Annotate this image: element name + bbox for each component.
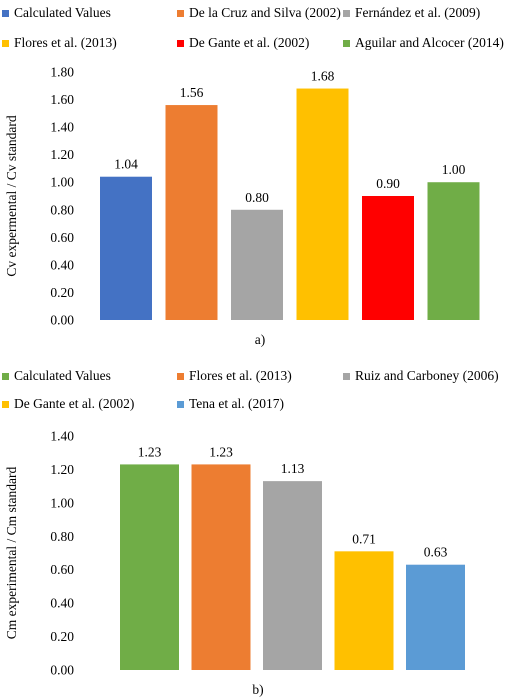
bar bbox=[427, 182, 480, 320]
y-tick-label: 1.20 bbox=[50, 147, 74, 162]
legend-swatch bbox=[177, 372, 184, 380]
legend-item: Tena et al. (2017) bbox=[177, 396, 284, 412]
bar bbox=[120, 464, 179, 670]
y-tick-label: 0.60 bbox=[50, 230, 74, 245]
y-tick-label: 0.60 bbox=[50, 562, 74, 577]
legend-item: Ruiz and Carboney (2006) bbox=[343, 368, 499, 384]
y-tick-label: 1.60 bbox=[50, 92, 74, 107]
legend-swatch bbox=[343, 9, 350, 17]
legend-swatch bbox=[177, 39, 184, 47]
data-label: 1.00 bbox=[442, 162, 466, 177]
legend-swatch bbox=[177, 9, 184, 17]
bar bbox=[263, 481, 322, 670]
bar bbox=[406, 564, 465, 670]
panel-label-b: b) bbox=[252, 682, 264, 697]
legend-item: De Gante et al. (2002) bbox=[2, 396, 134, 412]
legend-label: Flores et al. (2013) bbox=[14, 35, 117, 50]
data-label: 0.80 bbox=[245, 190, 269, 205]
legend-swatch bbox=[2, 39, 9, 47]
legend-label: Flores et al. (2013) bbox=[189, 368, 292, 383]
legend-swatch bbox=[343, 372, 350, 380]
y-tick-label: 0.00 bbox=[50, 663, 74, 678]
bar bbox=[231, 209, 283, 320]
bar bbox=[191, 464, 251, 670]
legend-item: De Gante et al. (2002) bbox=[177, 35, 309, 51]
legend-label: Calculated Values bbox=[14, 5, 111, 20]
bar bbox=[100, 176, 152, 320]
y-tick-label: 1.20 bbox=[50, 462, 74, 477]
bar bbox=[334, 551, 394, 670]
legend-label: De Gante et al. (2002) bbox=[189, 35, 310, 50]
legend-swatch bbox=[2, 372, 9, 380]
legend-swatch bbox=[2, 400, 9, 408]
legend-label: Ruiz and Carboney (2006) bbox=[355, 368, 499, 383]
legend-label: Calculated Values bbox=[14, 368, 111, 383]
data-label: 1.68 bbox=[311, 69, 335, 84]
legend-label: Tena et al. (2017) bbox=[189, 396, 285, 411]
legend-swatch bbox=[343, 39, 350, 47]
y-tick-label: 0.40 bbox=[50, 596, 74, 611]
legend-swatch bbox=[177, 400, 184, 408]
data-label: 1.23 bbox=[209, 444, 233, 459]
legend-label: Fernández et al. (2009) bbox=[355, 5, 481, 20]
legend-swatch bbox=[2, 9, 9, 17]
data-label: 1.13 bbox=[281, 461, 305, 476]
y-axis-title: Cv expermental / Cv standard bbox=[4, 115, 19, 276]
bar bbox=[296, 88, 349, 321]
legend-item: Fernández et al. (2009) bbox=[343, 5, 480, 21]
data-label: 0.71 bbox=[352, 531, 376, 546]
chart-a: Calculated Values De la Cruz and Silva (2… bbox=[2, 5, 504, 347]
legend-item: Aguilar and Alcocer (2014) bbox=[343, 35, 504, 51]
bar bbox=[165, 105, 218, 320]
plot-area-a: 0.00 0.20 0.40 0.60 0.80 1.00 1.20 1.40 1.60 1.80… bbox=[4, 65, 480, 328]
data-label: 0.63 bbox=[424, 545, 448, 560]
y-tick-label: 0.80 bbox=[50, 202, 74, 217]
legend-label: De la Cruz and Silva (2002) bbox=[189, 5, 341, 20]
y-tick-label: 1.40 bbox=[50, 429, 74, 444]
y-axis-title: Cm experimental / Cm standard bbox=[4, 467, 19, 640]
data-label: 0.90 bbox=[376, 176, 400, 191]
y-tick-label: 0.40 bbox=[50, 257, 74, 272]
y-tick-label: 0.00 bbox=[50, 313, 74, 328]
legend-label: De Gante et al. (2002) bbox=[14, 396, 135, 411]
chart-b: Calculated Values Flores et al. (2013) Rui… bbox=[0, 362, 518, 700]
panel-label-a: a) bbox=[254, 332, 266, 347]
legend-label: Aguilar and Alcocer (2014) bbox=[355, 35, 504, 50]
y-tick-label: 1.00 bbox=[50, 495, 74, 510]
legend-item: Flores et al. (2013) bbox=[177, 368, 292, 384]
y-tick-label: 1.40 bbox=[50, 120, 74, 135]
y-tick-label: 1.00 bbox=[50, 175, 74, 190]
y-tick-label: 1.80 bbox=[50, 65, 74, 80]
data-label: 1.56 bbox=[180, 85, 204, 100]
legend-item: Calculated Values bbox=[2, 368, 111, 384]
legend-item: Calculated Values bbox=[2, 5, 111, 21]
legend-item: Flores et al. (2013) bbox=[2, 35, 117, 51]
data-label: 1.04 bbox=[114, 157, 138, 172]
data-label: 1.23 bbox=[138, 444, 162, 459]
bar bbox=[362, 196, 414, 320]
y-tick-label: 0.20 bbox=[50, 285, 74, 300]
y-tick-label: 0.20 bbox=[50, 629, 74, 644]
legend-item: De la Cruz and Silva (2002) bbox=[177, 5, 341, 21]
plot-area-b: 0.00 0.20 0.40 0.60 0.80 1.00 1.20 1.40 Cm exper… bbox=[4, 429, 465, 678]
y-tick-label: 0.80 bbox=[50, 529, 74, 544]
